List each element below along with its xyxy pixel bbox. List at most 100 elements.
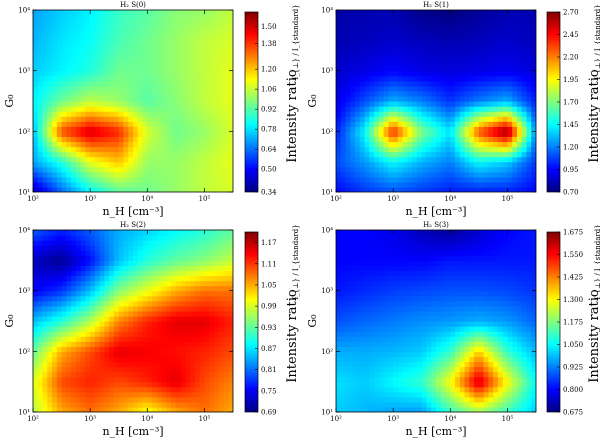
heatmap-cell — [383, 376, 389, 383]
heatmap-cell — [493, 366, 499, 373]
heatmap-cell — [228, 376, 233, 383]
heatmap-cell — [412, 141, 418, 148]
heatmap-cell — [459, 161, 466, 168]
heatmap-cell — [85, 321, 91, 327]
heatmap-cell — [388, 406, 394, 412]
heatmap-cell — [440, 141, 447, 148]
heatmap-cell — [109, 305, 115, 312]
heatmap-cell — [147, 161, 153, 168]
heatmap-cell — [66, 265, 72, 272]
heatmap-cell — [71, 85, 77, 92]
heatmap-cell — [359, 396, 366, 403]
heatmap-cell — [133, 290, 139, 297]
heatmap-cell — [180, 290, 186, 297]
heatmap-cell — [85, 60, 91, 67]
heatmap-cell — [52, 245, 58, 251]
heatmap-cell — [142, 321, 148, 327]
heatmap-cell — [359, 15, 366, 21]
heatmap-cell — [113, 265, 120, 272]
heatmap-cell — [104, 285, 110, 292]
heatmap-cell — [133, 136, 139, 143]
heatmap-cell — [204, 75, 210, 82]
heatmap-cell — [66, 75, 72, 82]
heatmap-cell — [61, 181, 67, 188]
heatmap-cell — [175, 391, 182, 398]
heatmap-cell — [340, 10, 347, 16]
heatmap-cell — [190, 85, 196, 92]
heatmap-cell — [71, 396, 77, 403]
heatmap-cell — [33, 265, 39, 272]
heatmap-cell — [33, 245, 39, 251]
heatmap-cell — [147, 351, 153, 357]
heatmap-cell — [228, 285, 233, 292]
plot-frame — [32, 9, 234, 193]
heatmap-cell — [80, 95, 86, 102]
heatmap-cell — [393, 90, 399, 97]
heatmap-cell — [397, 366, 404, 373]
heatmap-cell — [52, 396, 58, 403]
heatmap-cell — [156, 341, 163, 347]
heatmap-cell — [80, 361, 86, 368]
heatmap-cell — [209, 245, 215, 251]
heatmap-cell — [516, 146, 523, 153]
heatmap-cell — [90, 315, 96, 322]
heatmap-cell — [359, 111, 366, 117]
heatmap-cell — [531, 406, 536, 412]
heatmap-cell — [128, 396, 134, 403]
heatmap-cell — [90, 361, 96, 368]
heatmap-cell — [85, 391, 91, 398]
heatmap-cell — [340, 20, 347, 26]
heatmap-cell — [52, 161, 58, 168]
heatmap-cell — [118, 255, 125, 261]
heatmap-cell — [152, 351, 158, 357]
heatmap-cell — [137, 136, 144, 143]
heatmap-cell — [359, 136, 366, 143]
heatmap-cell — [455, 121, 461, 127]
heatmap-cell — [190, 326, 196, 332]
heatmap-cell — [350, 161, 356, 168]
heatmap-cell — [185, 65, 191, 72]
heatmap-cell — [369, 366, 375, 373]
heatmap-cell — [137, 396, 144, 403]
heatmap-cell — [56, 80, 63, 87]
heatmap-cell — [431, 65, 437, 72]
heatmap-cell — [123, 310, 129, 317]
heatmap-cell — [56, 55, 63, 62]
heatmap-cell — [421, 376, 428, 383]
heatmap-cell — [345, 161, 351, 168]
heatmap-cell — [364, 90, 370, 97]
heatmap-cell — [483, 401, 489, 408]
heatmap-cell — [223, 10, 229, 16]
heatmap-cell — [194, 315, 201, 322]
heatmap-cell — [52, 336, 58, 342]
heatmap-cell — [52, 156, 58, 163]
heatmap-cell — [459, 95, 466, 102]
heatmap-cell — [464, 116, 470, 122]
heatmap-cell — [75, 305, 82, 312]
heatmap-cell — [374, 20, 380, 26]
heatmap-cell — [478, 376, 485, 383]
heatmap-cell — [90, 126, 96, 132]
heatmap-cell — [209, 136, 215, 143]
heatmap-cell — [185, 166, 191, 173]
heatmap-cell — [194, 305, 201, 312]
heatmap-cell — [33, 346, 39, 352]
heatmap-cell — [171, 305, 177, 312]
heatmap-cell — [493, 181, 499, 188]
heatmap-cell — [359, 161, 366, 168]
heatmap-cell — [61, 265, 67, 272]
heatmap-cell — [147, 376, 153, 383]
heatmap-cell — [137, 295, 144, 302]
heatmap-cell — [190, 10, 196, 16]
heatmap-cell — [464, 20, 470, 26]
heatmap-cell — [75, 260, 82, 266]
heatmap-cell — [336, 146, 342, 153]
heatmap-cell — [416, 55, 423, 62]
heatmap-cell — [90, 60, 96, 67]
heatmap-cell — [133, 176, 139, 183]
heatmap-cell — [336, 166, 342, 173]
heatmap-cell — [133, 80, 139, 87]
heatmap-cell — [436, 90, 442, 97]
heatmap-cell — [355, 176, 361, 183]
heatmap-cell — [156, 366, 163, 373]
